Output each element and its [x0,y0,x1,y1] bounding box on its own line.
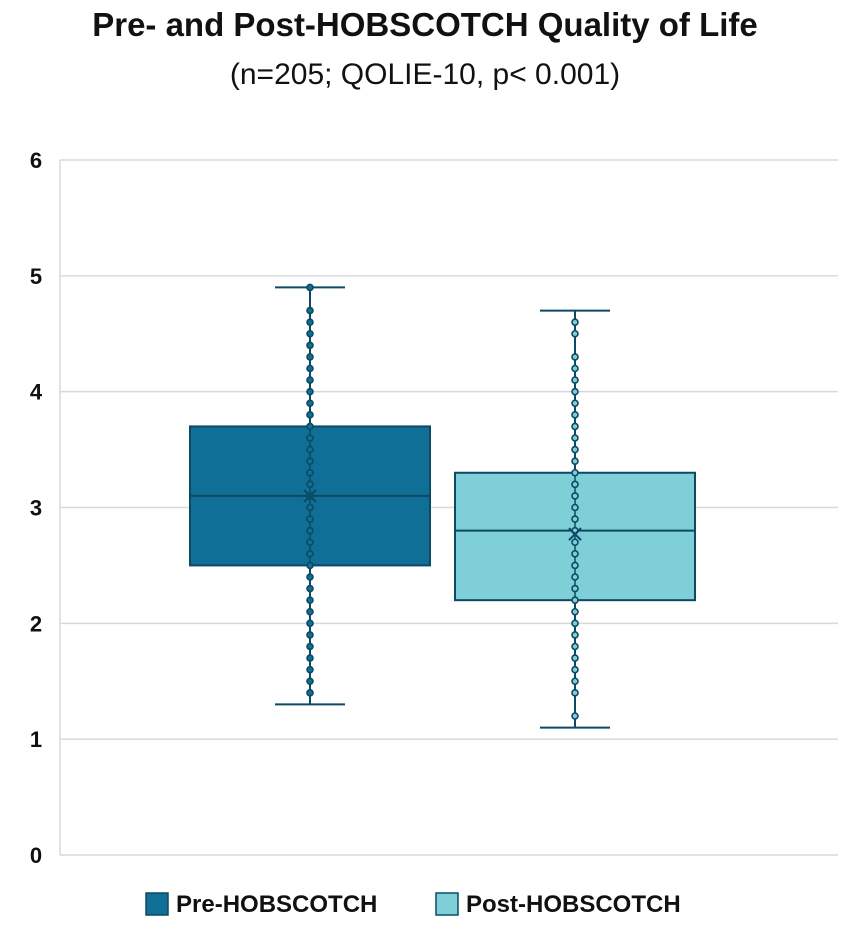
data-point [571,480,579,489]
box-pre [189,283,431,706]
y-tick-label: 5 [30,264,42,289]
y-tick-label: 3 [30,496,42,521]
data-point [571,353,579,361]
data-point [571,503,579,512]
data-point [571,689,579,697]
data-point [571,561,579,570]
data-point [306,387,314,396]
legend-label: Pre-HOBSCOTCH [176,891,377,918]
data-point [306,283,314,292]
data-point [571,550,579,558]
data-point [571,492,579,500]
data-point [306,515,314,523]
gridlines [60,159,838,856]
data-point [571,584,579,593]
legend-item-post: Post-HOBSCOTCH [435,891,681,918]
data-point [306,526,314,535]
data-point [306,341,314,350]
y-tick-label: 4 [30,380,43,405]
data-point [571,607,579,616]
data-point [306,631,314,639]
data-point [306,677,314,686]
data-point [306,689,314,697]
data-point [306,665,314,674]
y-tick-label: 0 [30,843,42,868]
data-point [571,376,579,384]
data-point [571,665,579,674]
y-tick-label: 2 [30,611,42,636]
data-point [306,329,314,338]
data-point [571,515,579,523]
data-point [306,468,314,477]
data-point [306,353,314,361]
data-point [571,468,579,477]
data-point [571,329,579,338]
data-point [571,318,579,326]
data-point [306,596,314,604]
data-point [306,503,314,512]
data-point [306,561,314,570]
data-point [571,411,579,419]
data-point [571,596,579,604]
data-point [571,654,579,662]
data-point [571,364,579,373]
data-point [306,434,314,442]
data-point [306,445,314,454]
data-point [571,457,579,465]
legend-swatch [435,892,459,916]
data-point [306,480,314,489]
data-point [306,550,314,558]
data-point [571,422,579,431]
y-tick-label: 6 [30,148,42,173]
legend-item-pre: Pre-HOBSCOTCH [145,891,377,918]
data-point [306,411,314,419]
data-point [306,607,314,616]
data-point [571,445,579,454]
data-point [306,457,314,465]
legend: Pre-HOBSCOTCH Post-HOBSCOTCH [145,891,681,918]
plot-area [189,283,696,729]
chart-subtitle: (n=205; QOLIE-10, p< 0.001) [229,58,621,91]
y-tick-label: 1 [30,727,42,752]
data-point [571,677,579,686]
mean-marker [303,489,317,503]
mean-marker [568,527,582,541]
data-point [306,573,314,581]
data-point [306,318,314,326]
data-point [571,642,579,651]
data-point [306,364,314,373]
data-point [571,631,579,639]
box-post [454,309,696,729]
data-point [306,619,314,628]
legend-label: Post-HOBSCOTCH [466,891,681,918]
chart-title: Pre- and Post-HOBSCOTCH Quality of Life [92,6,758,43]
data-point [306,399,314,408]
data-point [571,434,579,442]
data-point [571,619,579,628]
legend-swatch [145,892,169,916]
data-point [306,538,314,547]
data-point [306,584,314,593]
data-point [571,387,579,396]
data-point [306,376,314,384]
data-point [571,538,579,547]
data-point [571,573,579,581]
data-point [571,712,579,720]
data-point [571,399,579,408]
data-point [306,306,314,315]
data-point [306,422,314,431]
data-point [306,654,314,662]
y-axis: 0 1 2 3 4 5 6 [30,148,61,868]
data-point [306,642,314,651]
